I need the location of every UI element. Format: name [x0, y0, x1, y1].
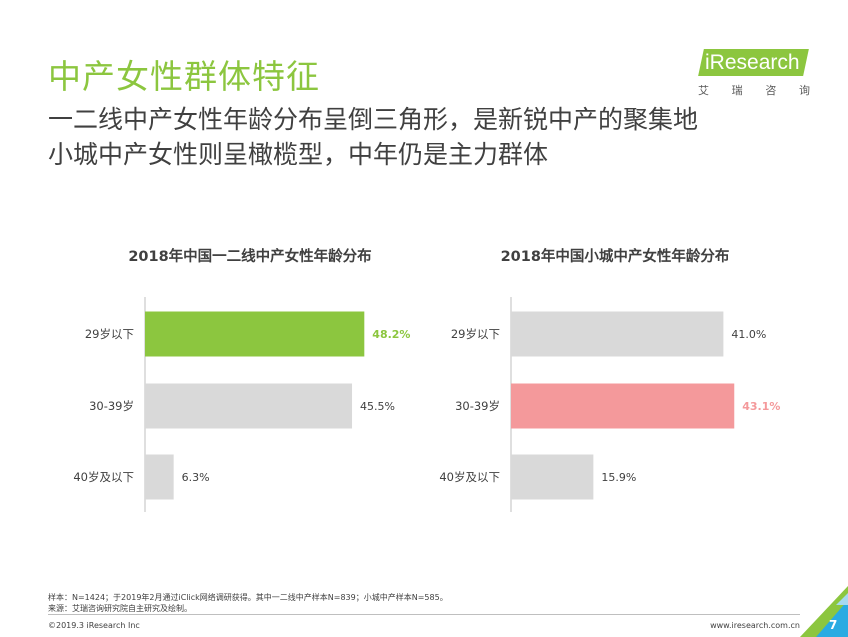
bar — [511, 383, 735, 429]
chart-title: 2018年中国一二线中产女性年龄分布 — [128, 247, 371, 265]
logo-cn-char: 艾 — [698, 84, 709, 97]
category-label: 30-39岁 — [89, 399, 134, 413]
footer-divider — [48, 614, 800, 615]
bar — [145, 311, 365, 357]
data-label: 48.2% — [372, 328, 410, 341]
data-label: 43.1% — [742, 400, 780, 413]
page-number: 7 — [829, 618, 838, 632]
logo-cn-char: 瑞 — [731, 84, 743, 97]
logo-cn-char: 询 — [798, 84, 810, 97]
data-label: 15.9% — [601, 471, 636, 484]
charts-canvas: 2018年中国一二线中产女性年龄分布 29岁以下 48.2% 30-39岁 45.5% 4… — [73, 247, 780, 512]
bar — [511, 454, 594, 500]
data-label: 6.3% — [182, 471, 210, 484]
category-label: 29岁以下 — [85, 327, 134, 341]
logo-cn-char: 咨 — [765, 84, 777, 97]
website-link[interactable]: www.iresearch.com.cn — [710, 621, 800, 630]
category-label: 29岁以下 — [451, 327, 500, 341]
data-label: 41.0% — [731, 328, 766, 341]
bar — [145, 454, 174, 500]
copyright: ©2019.3 iResearch Inc — [48, 621, 140, 630]
sample-note: 样本：N=1424；于2019年2月通过iClick网络调研获得。其中一二线中产… — [48, 593, 448, 602]
page-subtitle: 一二线中产女性年龄分布呈倒三角形，是新锐中产的聚集地 小城中产女性则呈橄榄型，中… — [48, 102, 698, 172]
footnote: 样本：N=1424；于2019年2月通过iClick网络调研获得。其中一二线中产… — [48, 592, 448, 614]
source-note: 来源：艾瑞咨询研究院自主研究及绘制。 — [48, 604, 192, 613]
data-label: 45.5% — [360, 400, 395, 413]
iresearch-logo: iResearch 艾 瑞 咨 询 — [697, 44, 813, 102]
page-title: 中产女性群体特征 — [48, 57, 320, 96]
logo-cn-text: 艾 瑞 咨 询 — [698, 82, 810, 98]
subtitle-line-2: 小城中产女性则呈橄榄型，中年仍是主力群体 — [48, 140, 549, 169]
logo-text: iResearch — [705, 51, 800, 74]
category-label: 30-39岁 — [455, 399, 500, 413]
category-label: 40岁及以下 — [439, 470, 500, 484]
subtitle-line-1: 一二线中产女性年龄分布呈倒三角形，是新锐中产的聚集地 — [48, 105, 699, 134]
category-label: 40岁及以下 — [73, 470, 134, 484]
bar — [145, 383, 353, 429]
bar — [511, 311, 724, 357]
chart-title: 2018年中国小城中产女性年龄分布 — [501, 247, 730, 265]
